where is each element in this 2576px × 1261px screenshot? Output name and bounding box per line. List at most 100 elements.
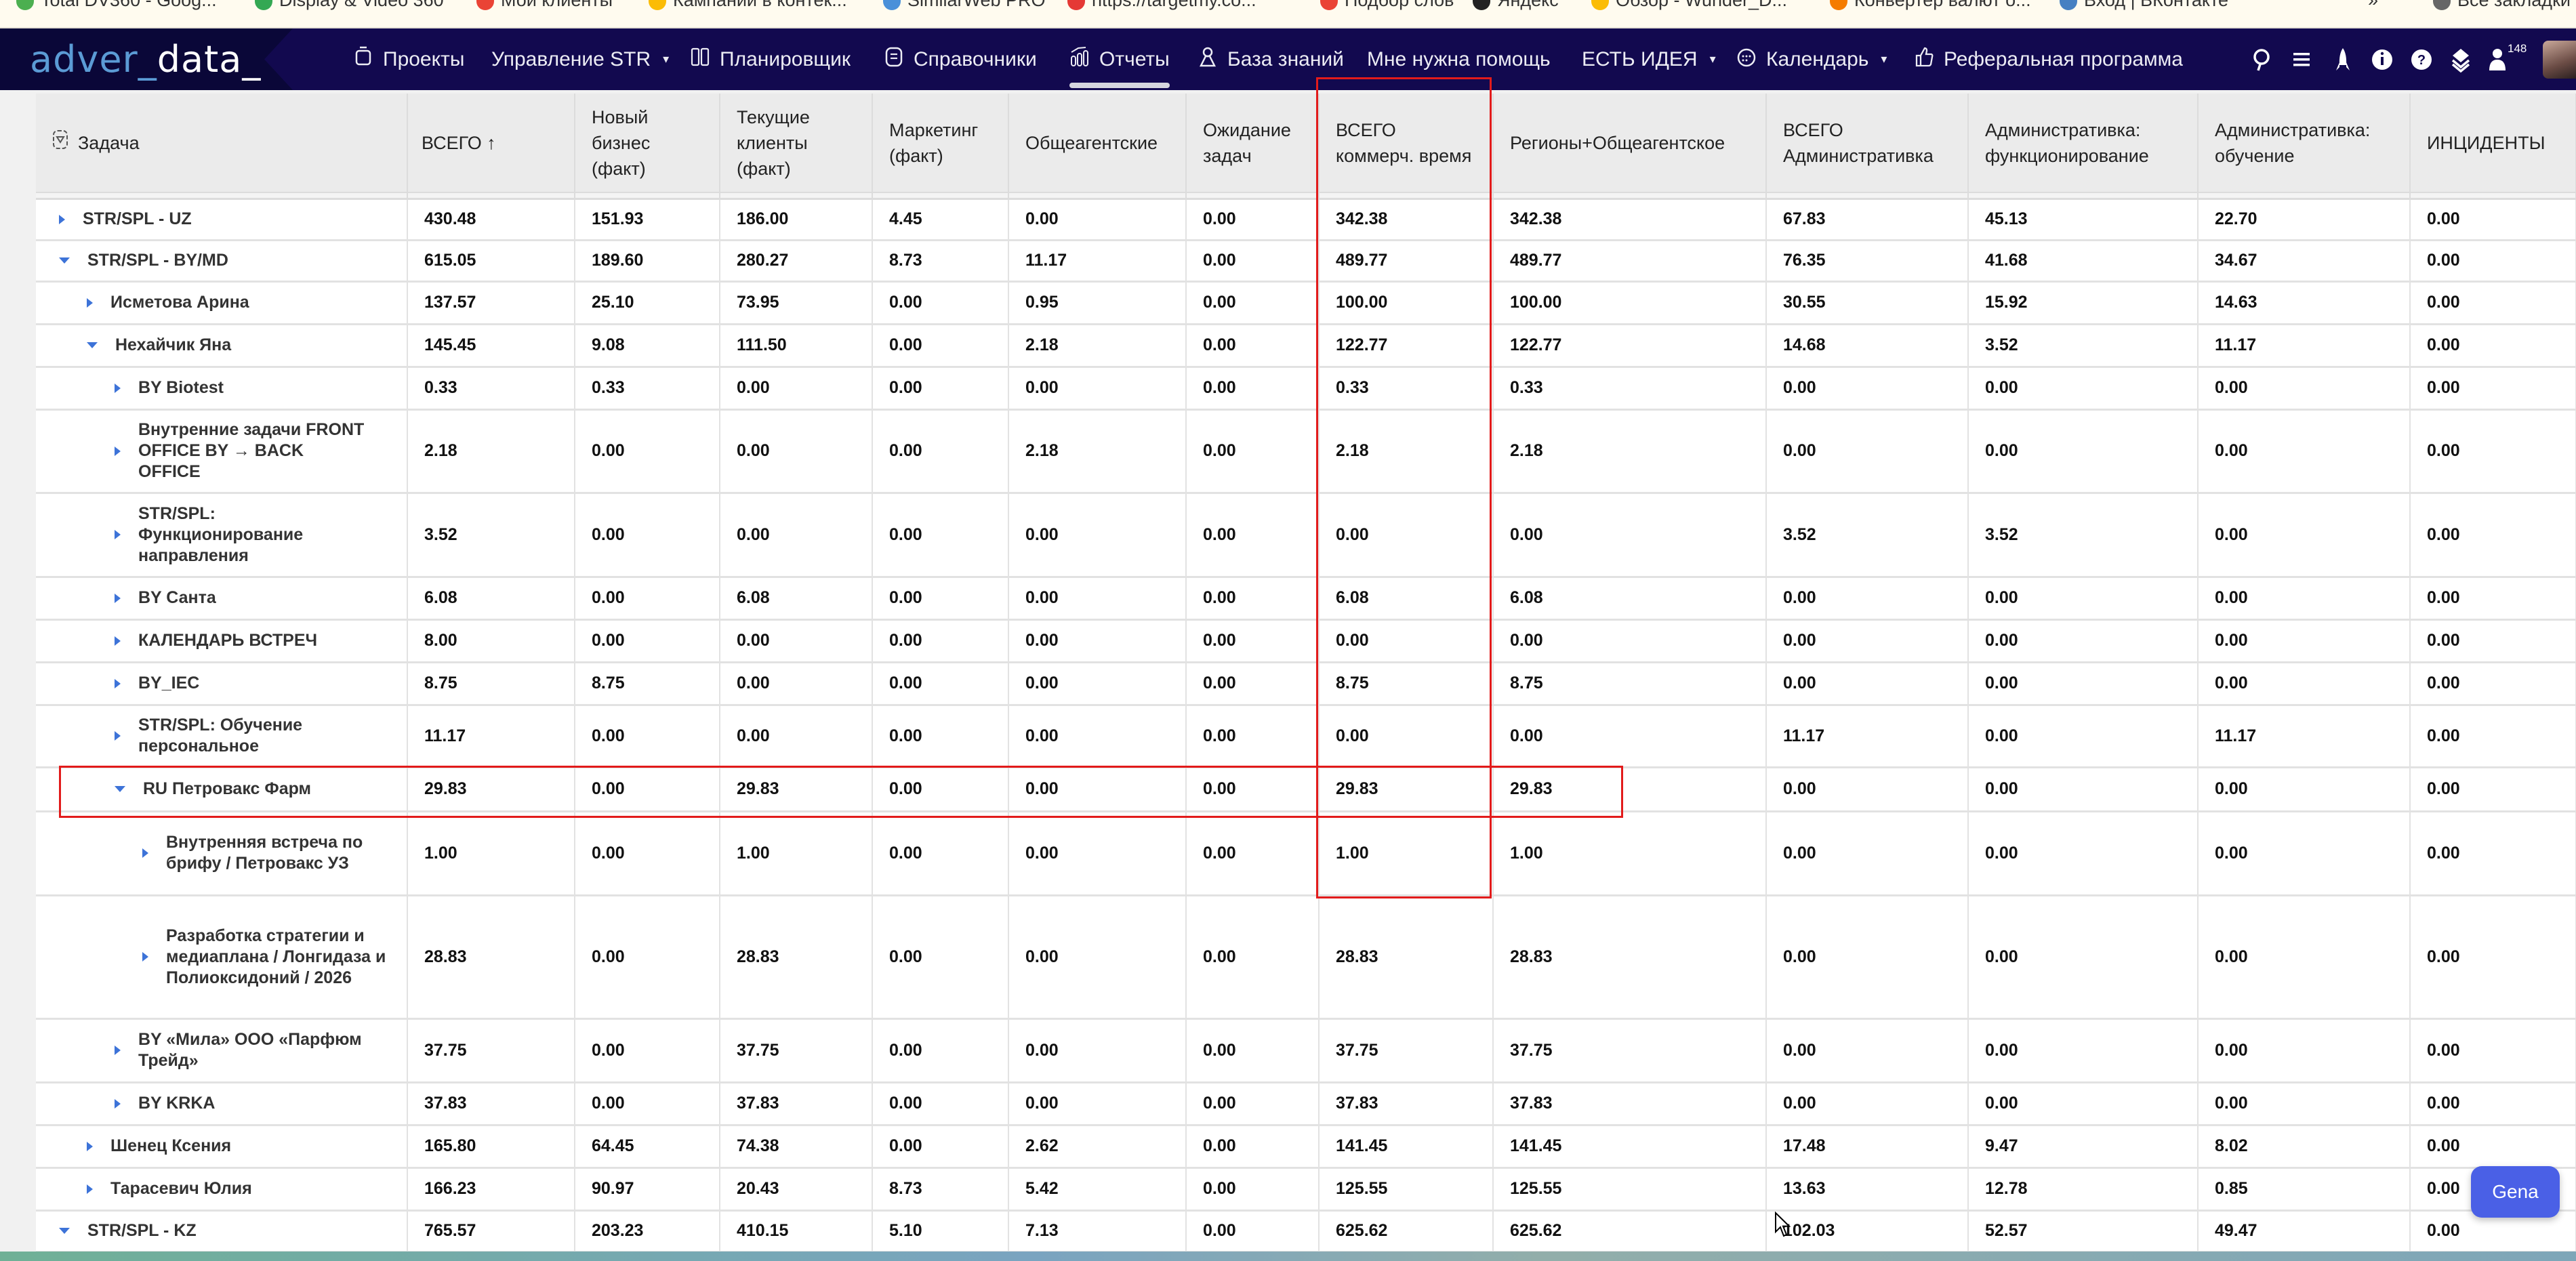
value-cell: 6.08 <box>1493 577 1767 621</box>
expand-arrow-icon[interactable] <box>87 1184 93 1194</box>
table-row[interactable]: STR/SPL - BY/MD 615.05 189.60 280.27 8.73 11.… <box>36 240 2576 283</box>
expand-arrow-icon[interactable] <box>115 383 121 393</box>
expand-arrow-icon[interactable] <box>142 952 148 962</box>
bookmark-icon <box>1830 0 1847 10</box>
bookmark-item[interactable]: Вход | ВКонтакте <box>2060 0 2228 14</box>
expand-arrow-icon[interactable] <box>59 214 65 224</box>
table-row[interactable]: Разработка стратегии и медиаплана / Лонг… <box>36 895 2576 1020</box>
nav-item-calendar[interactable]: Календарь ▾ <box>1736 28 1887 90</box>
filter-icon[interactable] <box>52 129 68 157</box>
table-row[interactable]: Шенец Ксения 165.80 64.45 74.38 0.00 2.62 0.00… <box>36 1125 2576 1169</box>
bookmark-item[interactable]: Конвертер валют о... <box>1830 0 2031 14</box>
nav-item-link-6[interactable]: Мне нужна помощь <box>1367 28 1551 90</box>
expand-arrow-icon[interactable] <box>87 297 93 308</box>
column-header[interactable]: Административка: функционирование <box>1968 94 2199 192</box>
value-cell: 90.97 <box>575 1167 720 1212</box>
help-icon[interactable]: ? <box>2408 46 2435 73</box>
table-row[interactable]: STR/SPL - UZ 430.48 151.93 186.00 4.45 0.00 0.… <box>36 199 2576 241</box>
table-row[interactable]: BY_IEC 8.75 8.75 0.00 0.00 0.00 0.00 8.75 8.75 0.… <box>36 662 2576 706</box>
expand-arrow-icon[interactable] <box>115 593 121 603</box>
expand-arrow-icon[interactable] <box>87 1141 93 1151</box>
value-cell: 100.00 <box>1319 281 1494 325</box>
mouse-cursor-icon <box>1775 1212 1791 1237</box>
table-row[interactable]: Внутренняя встреча по брифу / Петровакс … <box>36 811 2576 896</box>
bookmark-item[interactable]: Кампании в контек... <box>649 0 847 14</box>
nav-item-link-7[interactable]: ЕСТЬ ИДЕЯ ▾ <box>1582 28 1716 90</box>
task-cell: Внутренние задачи FRONT OFFICE BY → BACK… <box>36 409 408 494</box>
logo[interactable]: adver_data_ <box>30 38 262 81</box>
bookmark-item[interactable]: Display & Video 360 <box>255 0 444 14</box>
value-cell: 64.45 <box>575 1125 720 1169</box>
table-row[interactable]: BY KRKA 37.83 0.00 37.83 0.00 0.00 0.00 37.83 37… <box>36 1082 2576 1126</box>
table-row[interactable]: BY Biotest 0.33 0.33 0.00 0.00 0.00 0.00 0.33 0.… <box>36 367 2576 411</box>
nav-item-projects[interactable]: Проекты <box>353 28 464 90</box>
search-icon[interactable] <box>2249 46 2276 73</box>
nav-item-reference[interactable]: Справочники <box>884 28 1037 90</box>
value-cell: 2.18 <box>407 409 575 494</box>
column-header[interactable]: ВСЕГО коммерч. время <box>1319 94 1494 192</box>
table-row[interactable]: STR/SPL: Функционирование направления 3.5… <box>36 493 2576 578</box>
table-row[interactable]: Нехайчик Яна 145.45 9.08 111.50 0.00 2.18 0.00… <box>36 324 2576 368</box>
expand-arrow-icon[interactable] <box>115 636 121 646</box>
bookmark-label: Конвертер валют о... <box>1854 0 2031 11</box>
expand-arrow-icon[interactable] <box>115 1098 121 1109</box>
column-header[interactable]: Новый бизнес (факт) <box>575 94 720 192</box>
nav-item-thumbs-up[interactable]: Реферальная программа <box>1914 28 2183 90</box>
bookmark-item[interactable]: https://targetmy.co... <box>1067 0 1256 14</box>
collapse-arrow-icon[interactable] <box>87 342 98 348</box>
bookmark-item[interactable]: Все закладки <box>2433 0 2571 14</box>
bookmark-item[interactable]: Total DV360 - Goog... <box>16 0 217 14</box>
user-icon[interactable] <box>2484 46 2511 73</box>
value-cell: 9.47 <box>1968 1125 2199 1169</box>
nav-item-link-1[interactable]: Управление STR ▾ <box>491 28 669 90</box>
table-row[interactable]: STR/SPL: Обучение персональное 11.17 0.00 0… <box>36 705 2576 768</box>
table-row[interactable]: STR/SPL - KZ 765.57 203.23 410.15 5.10 7.13 0.… <box>36 1210 2576 1253</box>
column-header[interactable]: Ожидание задач <box>1186 94 1320 192</box>
chat-assistant-button[interactable]: Gena <box>2471 1166 2560 1218</box>
nav-item-knowledge[interactable]: База знаний <box>1198 28 1344 90</box>
bookmark-item[interactable]: Яндекс <box>1473 0 1559 14</box>
table-row[interactable]: RU Петровакс Фарм 29.83 0.00 29.83 0.00 0.00 0… <box>36 767 2576 812</box>
column-header[interactable]: ИНЦИДЕНТЫ <box>2410 94 2576 192</box>
bookmark-item[interactable]: SimilarWeb PRO <box>883 0 1046 14</box>
task-cell-content: STR/SPL - KZ <box>36 1220 407 1241</box>
info-icon[interactable] <box>2369 46 2396 73</box>
column-header[interactable]: ВСЕГО Административка <box>1766 94 1969 192</box>
column-header[interactable]: ВСЕГО ↑ <box>407 94 575 192</box>
value-cell: 0.00 <box>575 811 720 896</box>
value-cell: 4.45 <box>872 199 1009 241</box>
column-header[interactable]: Общеагентские <box>1008 94 1187 192</box>
nav-item-planner[interactable]: Планировщик <box>690 28 851 90</box>
table-row[interactable]: КАЛЕНДАРЬ ВСТРЕЧ 8.00 0.00 0.00 0.00 0.00 0.00… <box>36 619 2576 663</box>
expand-arrow-icon[interactable] <box>115 678 121 688</box>
column-header[interactable]: Административка: обучение <box>2198 94 2411 192</box>
collapse-arrow-icon[interactable] <box>59 257 70 264</box>
layers-icon[interactable] <box>2447 46 2474 73</box>
table-row[interactable]: Внутренние задачи FRONT OFFICE BY → BACK… <box>36 409 2576 494</box>
column-header[interactable]: Регионы+Общеагентское <box>1493 94 1767 192</box>
rocket-icon[interactable] <box>2329 46 2356 73</box>
bookmark-item[interactable]: Обзор - Wunder_D... <box>1591 0 1787 14</box>
menu-icon[interactable] <box>2288 46 2315 73</box>
bookmark-item[interactable]: Подбор слов <box>1320 0 1454 14</box>
nav-item-reports[interactable]: Отчеты <box>1069 28 1170 90</box>
table-row[interactable]: Исметова Арина 137.57 25.10 73.95 0.00 0.95 0.… <box>36 281 2576 325</box>
collapse-arrow-icon[interactable] <box>115 786 125 792</box>
column-header[interactable]: Задача <box>36 94 408 192</box>
expand-arrow-icon[interactable] <box>115 1046 121 1055</box>
column-header[interactable]: Текущие клиенты (факт) <box>720 94 873 192</box>
expand-arrow-icon[interactable] <box>115 446 121 456</box>
avatar[interactable] <box>2543 41 2576 79</box>
column-header[interactable]: Маркетинг (факт) <box>872 94 1009 192</box>
value-cell: 0.00 <box>1186 1018 1320 1083</box>
collapse-arrow-icon[interactable] <box>59 1228 70 1234</box>
expand-arrow-icon[interactable] <box>115 530 121 539</box>
table-row[interactable]: BY Санта 6.08 0.00 6.08 0.00 0.00 0.00 6.08 6.08… <box>36 577 2576 621</box>
bookmark-label: https://targetmy.co... <box>1092 0 1256 11</box>
bookmark-item[interactable]: » <box>2368 0 2378 14</box>
bookmark-item[interactable]: Мои клиенты <box>476 0 613 14</box>
table-row[interactable]: BY «Мила» ООО «Парфюм Трейд» 37.75 0.00 37.… <box>36 1018 2576 1083</box>
expand-arrow-icon[interactable] <box>115 731 121 741</box>
table-row[interactable]: Тарасевич Юлия 166.23 90.97 20.43 8.73 5.42 0.… <box>36 1167 2576 1212</box>
expand-arrow-icon[interactable] <box>142 848 148 858</box>
